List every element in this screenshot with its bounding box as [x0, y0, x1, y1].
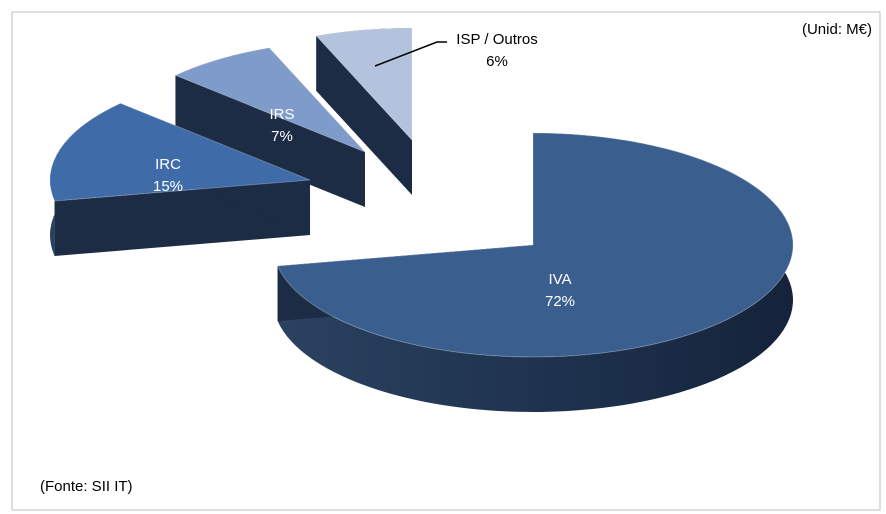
slice-label: ISP / Outros: [456, 31, 537, 48]
slice-value-label: 15%: [153, 178, 183, 195]
slice-top: [276, 132, 794, 358]
slice: [174, 47, 366, 208]
slice-top: [49, 102, 311, 202]
slice-wall: [316, 35, 412, 195]
slice-top: [174, 47, 366, 153]
slice-value-label: 7%: [271, 128, 293, 145]
slice: [276, 132, 794, 412]
slice-label: IVA: [548, 271, 571, 288]
slice: [315, 27, 413, 195]
slice: [49, 102, 311, 256]
slice-wall: [175, 75, 365, 208]
unit-note: (Unid: M€): [802, 21, 872, 38]
slice-top: [315, 27, 413, 142]
slice-label: IRC: [155, 156, 181, 173]
slice-label: IRS: [269, 106, 294, 123]
leader-line: [374, 41, 447, 67]
slice-value-label: 6%: [486, 53, 508, 70]
source-note: (Fonte: SII IT): [40, 478, 133, 495]
slice-value-label: 72%: [545, 293, 575, 310]
